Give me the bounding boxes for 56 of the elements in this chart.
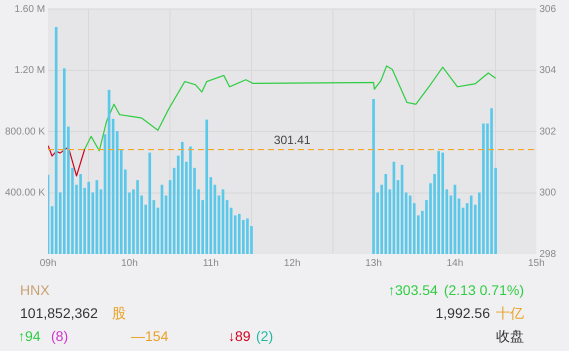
y2-tick-label: 302: [539, 126, 556, 138]
bar: [79, 174, 82, 254]
x-tick-label: 15h: [528, 258, 545, 269]
bar: [246, 218, 249, 254]
bar: [189, 146, 192, 254]
text: 101,852,362: [20, 305, 98, 321]
text: 收盘: [496, 328, 524, 346]
text: 股: [112, 305, 126, 323]
x-tick-label: 14h: [446, 258, 464, 269]
bar: [160, 184, 164, 254]
bar: [180, 142, 184, 254]
text: ↑94: [18, 328, 41, 344]
x-tick-label: 09h: [40, 258, 56, 269]
bar: [62, 68, 66, 254]
bar: [372, 99, 375, 254]
bar: [87, 182, 90, 254]
y-tick-label: 1.20 M: [14, 65, 46, 76]
x-tick-label: 10h: [121, 258, 138, 269]
y-tick-label: 1.60 M: [14, 4, 46, 15]
text: (2.13 0.71%): [444, 282, 524, 298]
y2-tick-label: 298: [539, 248, 556, 260]
x-tick-label: 11h: [202, 258, 219, 269]
x-tick-label: 13h: [365, 258, 382, 269]
y-tick-label: 400.00 K: [4, 188, 46, 198]
bar: [222, 189, 224, 254]
bar: [96, 180, 98, 254]
x-tick-label: 12h: [284, 258, 301, 269]
bar: [470, 195, 473, 254]
y-tick-label: 800.00 K: [4, 126, 46, 138]
y2-tick-label: 300: [539, 188, 556, 198]
bar: [148, 152, 152, 254]
y2-tick-label: 306: [539, 4, 556, 15]
bar: [238, 214, 241, 254]
text: (8): [51, 328, 68, 344]
text: 1,992.56: [436, 305, 490, 321]
bar: [490, 108, 493, 254]
text: (2): [256, 328, 274, 344]
ref-line-label: 301.41: [274, 132, 311, 147]
bar: [108, 90, 110, 254]
y2-tick-label: 304: [539, 65, 556, 76]
text: HNX: [20, 282, 50, 298]
text: —154: [131, 328, 168, 344]
bar: [392, 162, 396, 254]
bar: [454, 184, 456, 254]
bar: [408, 195, 412, 254]
bar: [136, 180, 139, 254]
text: ↑303.54: [388, 282, 438, 298]
text: ↓89: [228, 328, 251, 344]
bar: [482, 124, 485, 254]
text: 十亿: [496, 305, 524, 323]
bar: [384, 174, 388, 254]
bar: [54, 27, 58, 254]
bar: [441, 152, 444, 254]
bar: [437, 151, 440, 254]
bar: [205, 120, 208, 254]
bar: [400, 164, 404, 254]
